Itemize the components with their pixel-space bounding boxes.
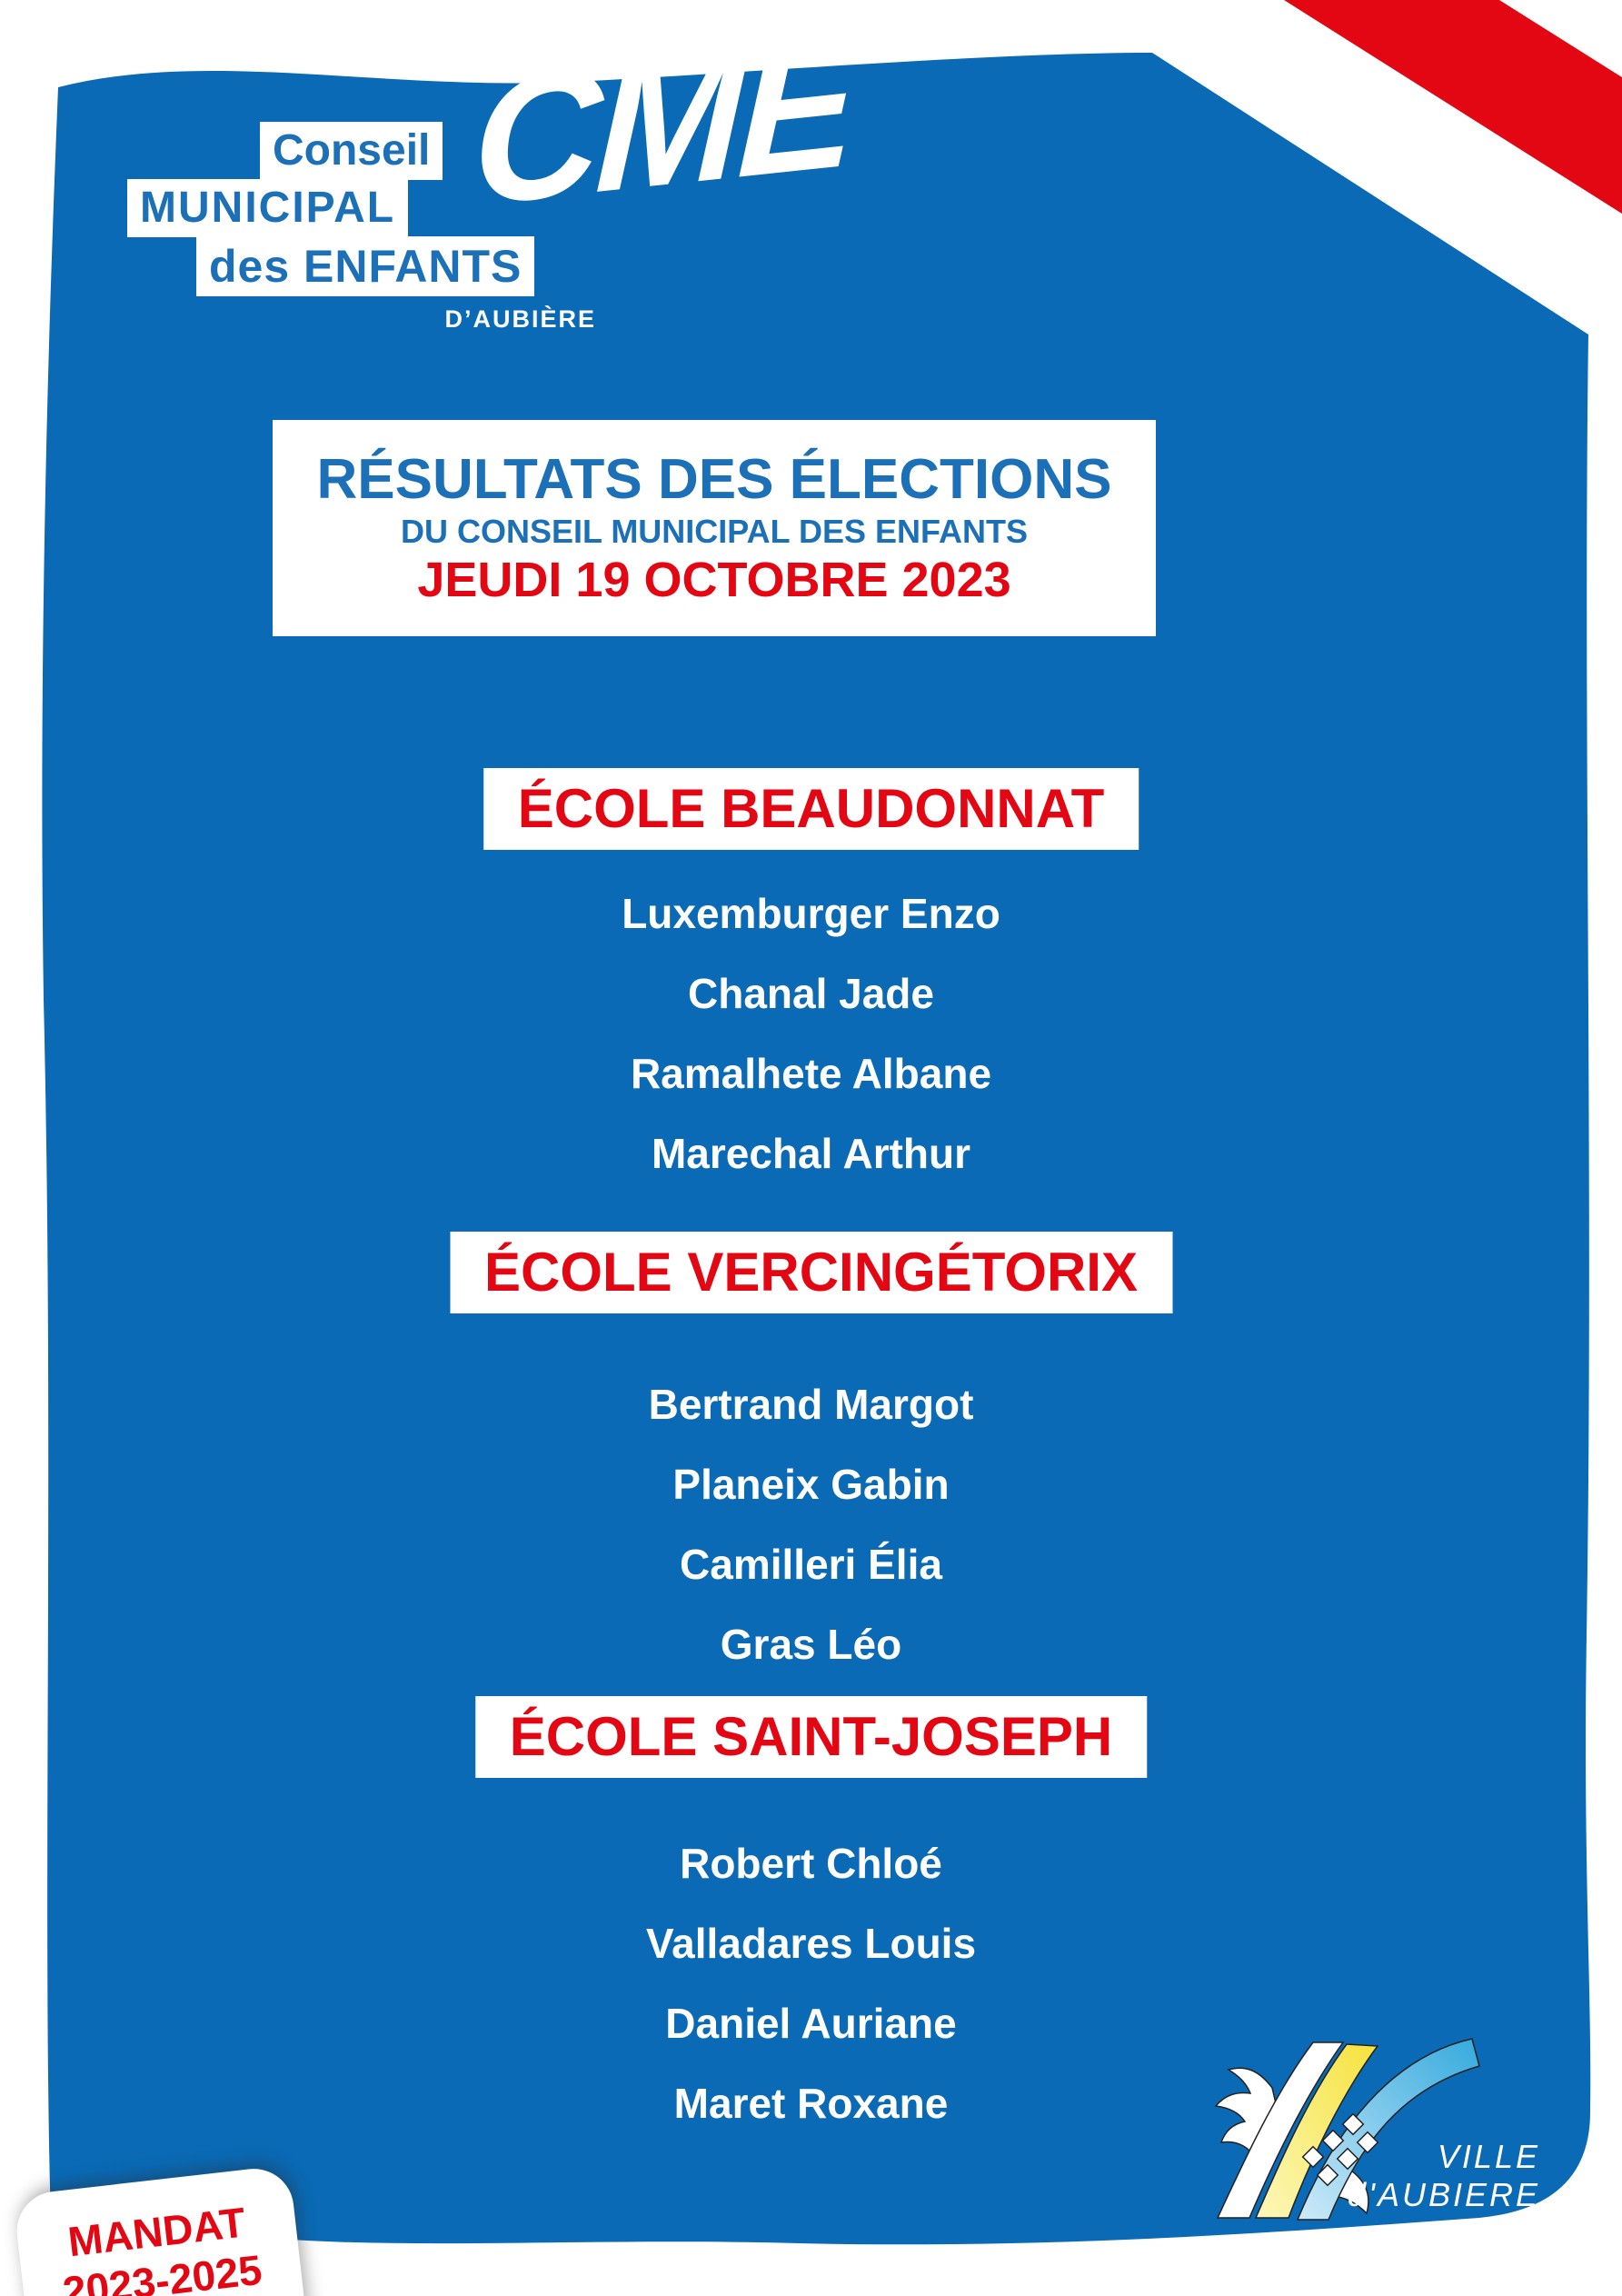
title-block: RÉSULTATS DES ÉLECTIONS DU CONSEIL MUNIC…	[273, 420, 1156, 636]
ribbon-yellow	[1254, 2043, 1379, 2219]
elected-name: Ramalhete Albane	[630, 1050, 992, 1097]
logo-word-municipal: MUNICIPAL	[127, 179, 409, 237]
election-date: JEUDI 19 OCTOBRE 2023	[417, 553, 1011, 607]
city-logo-ville: VILLE	[1438, 2138, 1540, 2175]
elected-name: Marechal Arthur	[651, 1130, 971, 1177]
cme-acronym: CME	[470, 3, 855, 244]
logo-word-enfants: des ENFANTS	[196, 236, 535, 296]
elected-name: Chanal Jade	[688, 970, 934, 1017]
red-corner-stripe	[1284, 0, 1622, 214]
city-logo-aubiere: d'AUBIERE	[1348, 2176, 1540, 2213]
elected-list-saint-joseph: Robert Chloé Valladares Louis Daniel Aur…	[0, 1823, 1622, 2143]
elected-name: Bertrand Margot	[648, 1381, 974, 1428]
elected-name: Robert Chloé	[680, 1840, 942, 1887]
ribbon-white	[1216, 2041, 1345, 2219]
elected-name: Gras Léo	[720, 1621, 902, 1668]
elected-name: Planeix Gabin	[672, 1461, 950, 1508]
ville-aubiere-logo: VILLE d'AUBIERE	[1214, 2038, 1540, 2221]
school-header-beaudonnat: ÉCOLE BEAUDONNAT	[483, 768, 1139, 850]
elected-list-beaudonnat: Luxemburger Enzo Chanal Jade Ramalhete A…	[0, 873, 1622, 1193]
poster-subtitle: DU CONSEIL MUNICIPAL DES ENFANTS	[400, 513, 1029, 550]
school-header-saint-joseph: ÉCOLE SAINT-JOSEPH	[474, 1696, 1148, 1778]
elected-name: Valladares Louis	[645, 1920, 977, 1967]
school-header-vercingetorix: ÉCOLE VERCINGÉTORIX	[449, 1232, 1173, 1313]
logo-city-name: D’AUBIÈRE	[444, 305, 596, 333]
elected-name: Maret Roxane	[673, 2080, 949, 2127]
elected-name: Luxemburger Enzo	[622, 890, 1000, 937]
elected-name: Camilleri Élia	[680, 1541, 942, 1588]
poster-title: RÉSULTATS DES ÉLECTIONS	[316, 448, 1112, 511]
ribbon-diamonds	[1301, 2112, 1379, 2187]
elected-name: Daniel Auriane	[665, 2000, 957, 2047]
logo-word-conseil: Conseil	[260, 122, 443, 180]
elected-list-vercingetorix: Bertrand Margot Planeix Gabin Camilleri …	[0, 1364, 1622, 1684]
